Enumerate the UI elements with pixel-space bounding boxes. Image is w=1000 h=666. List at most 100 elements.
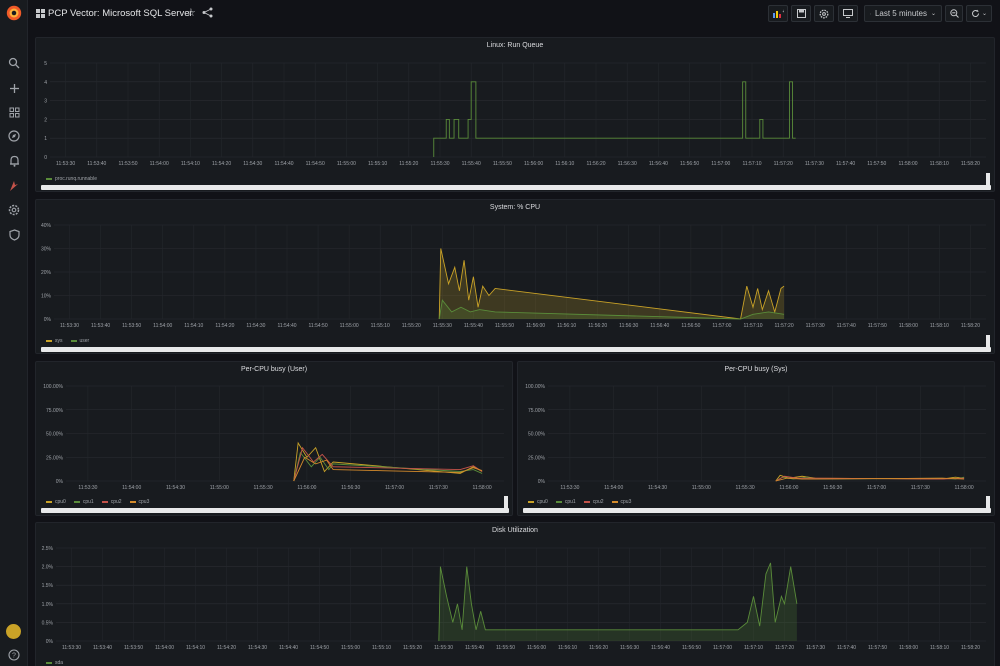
zoom-out-button[interactable] xyxy=(945,5,963,22)
legend-swatch xyxy=(129,501,136,503)
svg-text:?: ? xyxy=(12,653,16,660)
disk-utilization-chart[interactable]: 0% 0.5% 1.0% 1.5% 2.0% 2.5% 11:53:30 11:53:40 11… xyxy=(36,523,995,666)
x-tick-label: 11:56:30 xyxy=(823,485,842,491)
save-dashboard-button[interactable] xyxy=(791,5,811,22)
add-panel-button[interactable]: + xyxy=(768,5,788,22)
legend-item[interactable]: proc.runq.runnable xyxy=(46,176,97,182)
panel-title[interactable]: Disk Utilization xyxy=(492,527,538,534)
user-avatar[interactable] xyxy=(6,624,21,639)
legend-scrollbar[interactable] xyxy=(41,185,991,190)
panel-per-cpu-sys[interactable]: Per-CPU busy (Sys) 0% 25.00% 50.00% 75.00% 1… xyxy=(517,361,995,516)
series-line-user xyxy=(438,248,785,320)
y-tick-label: 1.5% xyxy=(42,583,54,589)
x-tick-label: 11:57:00 xyxy=(712,323,731,329)
save-icon xyxy=(796,9,806,18)
scroll-handle[interactable] xyxy=(986,335,990,349)
legend-item[interactable]: cpu2 xyxy=(101,499,122,505)
legend-label: cpu0 xyxy=(55,499,66,505)
panel-title[interactable]: Per-CPU busy (User) xyxy=(240,366,308,373)
legend-item[interactable]: cpu0 xyxy=(528,499,548,505)
panel-title[interactable]: Linux: Run Queue xyxy=(486,42,544,49)
refresh-button[interactable]: ⌄ xyxy=(966,5,992,22)
x-tick-label: 11:55:30 xyxy=(433,323,452,329)
panel-title[interactable]: System: % CPU xyxy=(489,204,541,211)
x-tick-label: 11:55:00 xyxy=(340,323,359,329)
svg-text:+: + xyxy=(783,9,785,15)
x-tick-label: 11:54:20 xyxy=(212,161,231,167)
dashboard-title[interactable]: PCP Vector: Microsoft SQL Server xyxy=(48,8,193,19)
plus-icon[interactable] xyxy=(6,80,22,96)
y-tick-label: 75.00% xyxy=(528,408,546,414)
per-cpu-user-chart[interactable]: 0% 25.00% 50.00% 75.00% 100.00% 11:53:30 11:54… xyxy=(36,362,513,516)
legend-item[interactable]: cpu2 xyxy=(583,499,604,505)
share-icon[interactable] xyxy=(202,7,213,18)
legend-item[interactable]: sda xyxy=(46,660,63,666)
legend-item[interactable]: cpu0 xyxy=(46,499,66,505)
help-icon[interactable]: ? xyxy=(6,647,22,663)
star-icon[interactable]: ☆ xyxy=(186,7,196,19)
legend-label: sda xyxy=(55,660,64,666)
panel-title[interactable]: Per-CPU busy (Sys) xyxy=(724,366,788,373)
legend-item[interactable]: sys xyxy=(46,338,63,344)
legend-scrollbar[interactable] xyxy=(41,508,509,513)
time-range-picker[interactable]: Last 5 minutes ⌄ xyxy=(864,5,942,22)
x-tick-label: 11:53:30 xyxy=(56,161,75,167)
x-tick-label: 11:58:00 xyxy=(899,645,918,651)
bar-chart-plus-icon: + xyxy=(773,9,785,18)
per-cpu-sys-chart[interactable]: 0% 25.00% 50.00% 75.00% 100.00% 11:53:30 11:54… xyxy=(518,362,995,516)
tv-mode-button[interactable] xyxy=(838,5,858,22)
search-icon[interactable] xyxy=(6,55,22,71)
series-line-sda xyxy=(438,562,798,642)
run-queue-chart[interactable]: 0 1 2 3 4 5 11:53:30 11:53:40 11:53:50 11:54:00 11… xyxy=(36,38,995,192)
x-tick-label: 11:57:30 xyxy=(429,485,448,491)
scroll-handle[interactable] xyxy=(504,496,508,510)
x-tick-label: 11:58:10 xyxy=(930,323,949,329)
y-tick-label: 50.00% xyxy=(528,432,546,438)
x-tick-label: 11:57:50 xyxy=(868,645,887,651)
panel-disk-utilization[interactable]: Disk Utilization 0% 0.5% 1.0% 1.5% 2.0% 2.5% 1… xyxy=(35,522,995,666)
legend-swatch xyxy=(46,178,52,180)
legend-scrollbar[interactable] xyxy=(41,347,991,352)
grafana-logo-icon[interactable] xyxy=(5,4,23,22)
y-tick-label: 40% xyxy=(41,223,52,229)
scroll-handle[interactable] xyxy=(986,173,990,187)
chart-legend: cpu0 cpu1 cpu2 cpu3 xyxy=(46,499,149,505)
gear-icon[interactable] xyxy=(6,202,22,218)
alerting-icon[interactable] xyxy=(6,153,22,169)
x-tick-label: 11:57:20 xyxy=(775,323,794,329)
x-tick-label: 11:54:30 xyxy=(248,645,267,651)
legend-item[interactable]: user xyxy=(70,338,89,344)
legend-label: cpu2 xyxy=(592,499,604,505)
x-tick-label: 11:57:00 xyxy=(867,485,886,491)
pcp-icon[interactable] xyxy=(6,178,22,194)
x-tick-label: 11:57:40 xyxy=(837,323,856,329)
legend-item[interactable]: cpu3 xyxy=(611,499,631,505)
legend-scrollbar[interactable] xyxy=(523,508,991,513)
shield-icon[interactable] xyxy=(6,227,22,243)
dashboard-settings-button[interactable] xyxy=(814,5,834,22)
panel-system-cpu[interactable]: System: % CPU 0% 10% 20% 30% 40% 11:53:30 11:5… xyxy=(35,199,995,354)
x-tick-label: 11:57:20 xyxy=(774,161,793,167)
scroll-handle[interactable] xyxy=(986,496,990,510)
x-tick-label: 11:55:50 xyxy=(493,161,512,167)
legend-label: proc.runq.runnable xyxy=(55,176,97,182)
legend-item[interactable]: cpu1 xyxy=(73,499,94,505)
panel-per-cpu-user[interactable]: Per-CPU busy (User) 0% 25.00% 50.00% 75.00%… xyxy=(35,361,513,516)
x-tick-label: 11:54:00 xyxy=(155,645,174,651)
x-tick-label: 11:57:10 xyxy=(744,645,763,651)
panel-run-queue[interactable]: Linux: Run Queue 0 1 2 3 4 5 11:53:30 11:53:40 1… xyxy=(35,37,995,192)
y-tick-label: 100.00% xyxy=(525,384,545,390)
legend-swatch xyxy=(70,340,77,342)
dashboards-icon[interactable] xyxy=(6,104,22,120)
legend-item[interactable]: cpu3 xyxy=(129,499,149,505)
explore-icon[interactable] xyxy=(6,128,22,144)
y-tick-label: 1.0% xyxy=(42,602,54,608)
x-tick-label: 11:56:40 xyxy=(650,323,669,329)
clock-icon xyxy=(870,13,871,14)
dashboard-grid-icon xyxy=(36,9,45,18)
x-tick-label: 11:57:30 xyxy=(806,645,825,651)
system-cpu-chart[interactable]: 0% 10% 20% 30% 40% 11:53:30 11:53:40 11:53:50 11… xyxy=(36,200,995,354)
x-tick-label: 11:57:20 xyxy=(775,645,794,651)
x-tick-label: 11:53:50 xyxy=(124,645,143,651)
legend-item[interactable]: cpu1 xyxy=(555,499,576,505)
